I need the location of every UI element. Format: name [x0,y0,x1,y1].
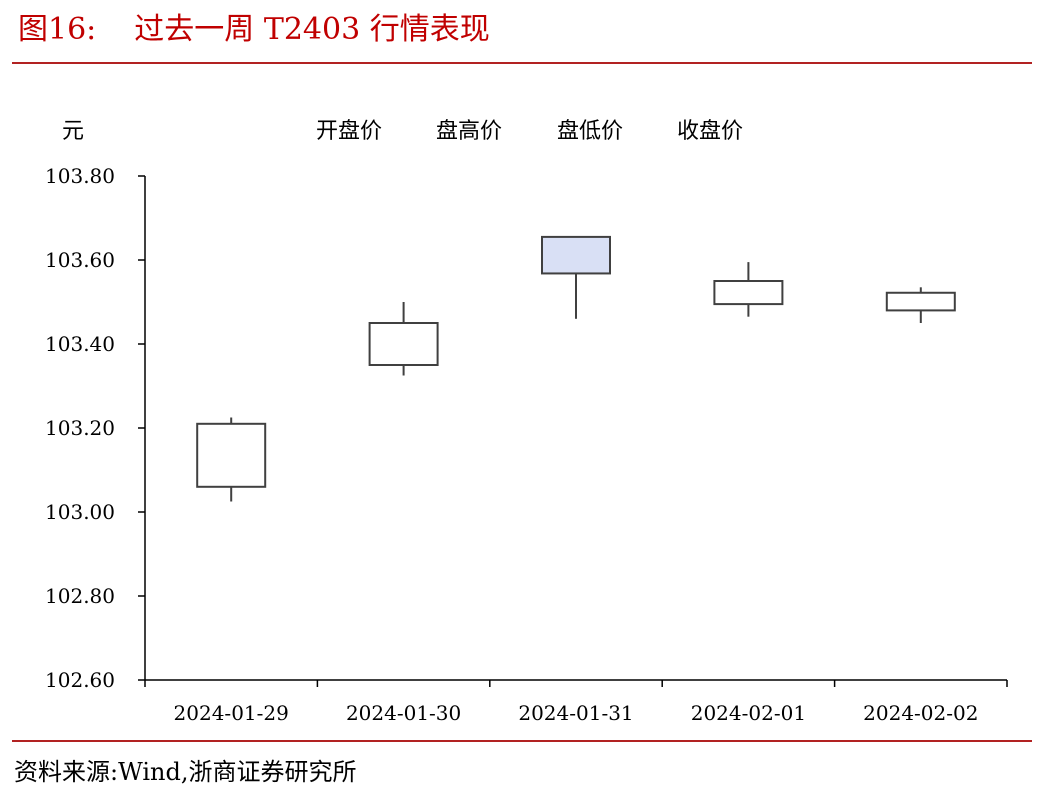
title-divider [12,62,1032,64]
y-tick-label: 103.40 [45,332,115,356]
y-tick-label: 103.60 [45,248,115,272]
legend-item: 收盘价 [677,119,743,144]
legend-item: 盘高价 [436,119,502,144]
source-note: 资料来源:Wind,浙商证券研究所 [14,758,357,786]
x-tick-label: 2024-02-02 [863,701,978,725]
figure-title: 图16: 过去一周 T2403 行情表现 [18,8,490,52]
x-tick-label: 2024-02-01 [691,701,806,725]
candle [713,262,784,317]
candle [368,302,439,376]
candle [885,287,956,323]
x-tick-label: 2024-01-30 [346,701,461,725]
y-tick-label: 102.80 [45,584,115,608]
y-axis: 102.60 102.80 103.00 103.20 103.40 103.60 103.… [45,164,146,692]
candle-body [196,422,267,488]
legend-item: 盘低价 [557,119,623,144]
y-tick-label: 103.00 [45,500,115,524]
y-axis-unit-label: 元 [62,119,84,144]
y-tick-label: 102.60 [45,668,115,692]
x-tick-label: 2024-01-31 [518,701,633,725]
y-tick-label: 103.20 [45,416,115,440]
figure-number: 图16: [18,12,97,47]
legend-item: 开盘价 [316,119,382,144]
candle-body [885,291,956,312]
candle [541,235,611,319]
candles [196,235,956,502]
x-tick-label: 2024-01-29 [174,701,289,725]
figure-title-text: 过去一周 T2403 行情表现 [134,12,490,47]
x-axis: 2024-01-29 2024-01-30 2024-01-31 2024-02-01… [144,679,1008,725]
candle-body [713,280,784,306]
source-divider [12,740,1032,742]
candle [196,417,267,502]
y-tick-label: 103.80 [45,164,115,188]
chart-legend: 开盘价 盘高价 盘低价 收盘价 [316,119,743,144]
candle-body [368,322,439,366]
candle-body [541,235,611,275]
